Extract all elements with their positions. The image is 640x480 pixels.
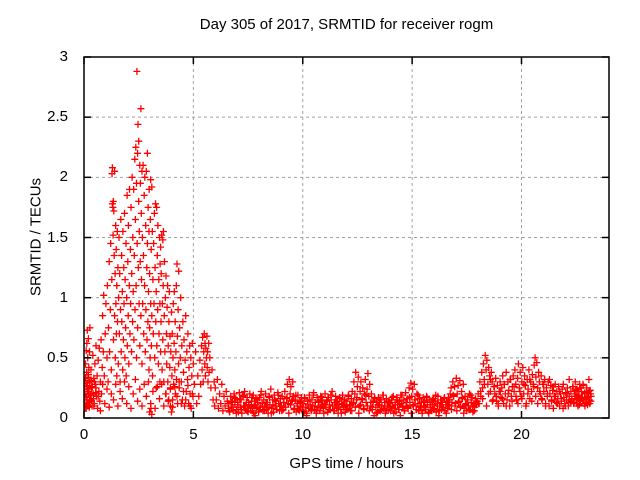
y-tick-label: 2.5: [47, 108, 68, 126]
chart-title: Day 305 of 2017, SRMTID for receiver rog…: [199, 16, 494, 33]
y-tick-label: 3: [59, 48, 68, 65]
x-tick-label: 0: [79, 426, 89, 443]
y-tick-label: 2: [59, 168, 68, 186]
y-tick-label: 0: [59, 409, 68, 426]
x-tick-label: 5: [189, 426, 198, 443]
plot-border: [83, 56, 610, 419]
scatter-points: [84, 67, 595, 418]
x-tick-label: 10: [294, 426, 312, 443]
x-tick-label: 20: [513, 426, 530, 443]
y-tick-label: 1.5: [47, 228, 68, 246]
y-tick-label: 1: [59, 288, 68, 306]
x-axis-label: GPS time / hours: [289, 455, 404, 472]
x-tick-label: 15: [403, 426, 421, 443]
y-tick-label: 0.5: [47, 348, 68, 366]
